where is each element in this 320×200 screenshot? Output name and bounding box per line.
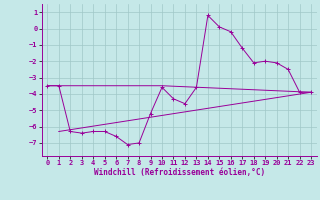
X-axis label: Windchill (Refroidissement éolien,°C): Windchill (Refroidissement éolien,°C) (94, 168, 265, 177)
